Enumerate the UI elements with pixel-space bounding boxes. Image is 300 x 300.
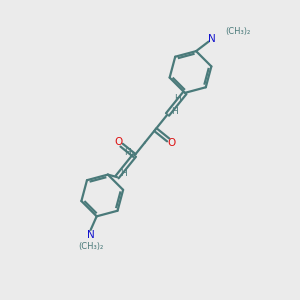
Text: (CH₃)₂: (CH₃)₂ [225, 26, 250, 35]
Text: H: H [124, 148, 131, 157]
Text: H: H [171, 107, 178, 116]
Text: O: O [114, 137, 122, 147]
Text: O: O [168, 138, 176, 148]
Text: N: N [208, 34, 216, 44]
Text: H: H [120, 169, 127, 178]
Text: H: H [174, 94, 181, 103]
Text: (CH₃)₂: (CH₃)₂ [78, 242, 103, 251]
Text: N: N [87, 230, 94, 240]
